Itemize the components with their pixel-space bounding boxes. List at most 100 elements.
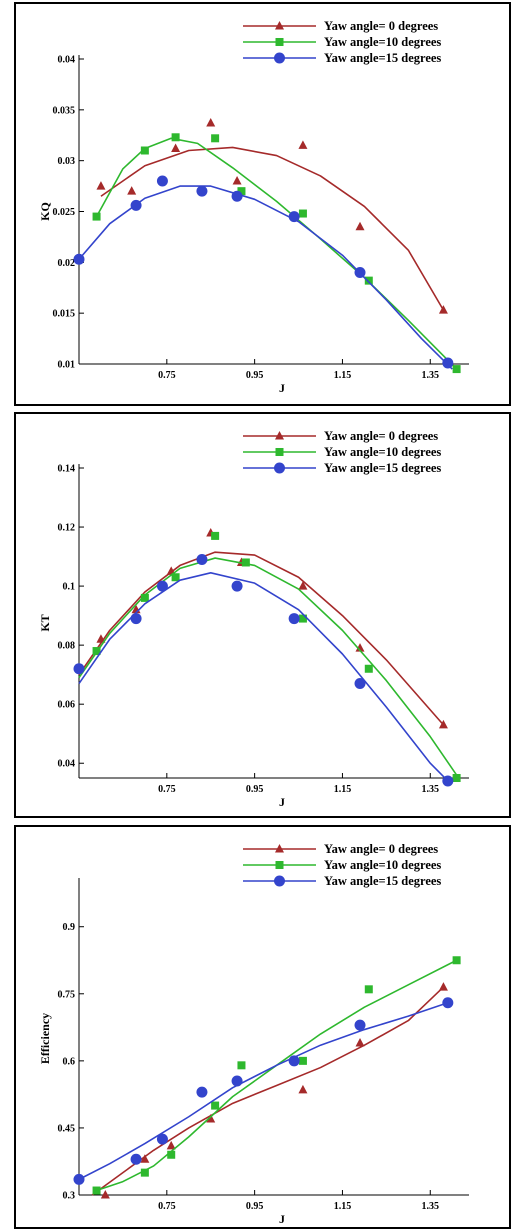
data-point-square [211,134,220,143]
data-point-square [92,1186,101,1195]
data-point-square [140,146,149,155]
data-point-square [364,276,373,285]
data-point-square [92,212,101,221]
x-tick-label: 0.95 [246,1201,264,1212]
series-curve-1 [95,137,458,370]
data-point-square [237,1061,246,1070]
y-tick-label: 0.1 [63,582,76,593]
y-tick-label: 0.45 [58,1123,76,1134]
data-point-square [452,365,461,374]
data-point-square [241,558,250,567]
x-tick-label: 0.75 [158,1201,176,1212]
legend-marker-triangle [275,844,284,853]
data-point-circle [442,997,454,1009]
data-point-square [167,1150,176,1159]
data-point-square [364,985,373,994]
series-curve-0 [100,146,445,311]
data-point-square [452,956,461,965]
series-curve-0 [78,551,445,726]
data-point-square [140,1168,149,1177]
legend-marker-circle [274,875,285,887]
data-point-circle [130,613,142,625]
legend-marker-circle [274,52,285,64]
data-point-square [298,614,307,623]
legend-marker-triangle [275,21,284,30]
data-point-circle [442,775,454,787]
x-tick-label: 1.15 [334,1201,352,1212]
data-point-triangle [298,581,308,590]
legend-marker-square [275,861,284,869]
x-tick-label: 0.75 [158,370,176,381]
data-point-circle [156,175,168,187]
data-point-circle [130,199,142,211]
data-point-triangle [171,143,181,152]
data-point-triangle [96,634,106,643]
legend-label: Yaw angle=15 degrees [324,461,441,475]
data-point-triangle [140,1154,150,1163]
series-curve-0 [91,986,444,1196]
kt-chart-panel: 0.04 0.06 0.08 0.1 0.12 0.14 0.75 0.95 1.15 1.35 J… [14,412,511,818]
data-point-triangle [438,305,448,314]
x-tick-label: 1.35 [422,1201,440,1212]
data-point-square [171,573,180,582]
data-point-circle [73,253,85,265]
data-point-circle [73,663,85,675]
data-point-triangle [298,140,308,149]
x-axis-label: J [279,381,285,395]
legend-label: Yaw angle= 0 degrees [324,19,438,33]
y-axis-label: KT [38,614,52,631]
y-tick-label: 0.035 [53,105,76,116]
data-point-square [92,647,101,656]
data-point-circle [156,580,168,592]
x-tick-label: 0.95 [246,784,264,795]
y-tick-label: 0.015 [53,309,76,320]
legend-marker-square [275,448,284,456]
data-point-square [237,187,246,196]
legend-label: Yaw angle=15 degrees [324,51,441,65]
data-point-triangle [96,181,106,190]
legend-label: Yaw angle= 0 degrees [324,429,438,443]
data-point-square [298,209,307,218]
data-point-circle [442,357,454,369]
legend-label: Yaw angle=15 degrees [324,874,441,888]
data-point-circle [130,1153,142,1165]
data-point-triangle [355,643,365,652]
data-point-square [140,593,149,602]
data-point-circle [196,185,208,197]
data-point-circle [156,1133,168,1145]
legend-label: Yaw angle=10 degrees [324,858,441,872]
data-point-circle [354,1019,366,1031]
series-curve-1 [78,557,458,776]
y-axis-label: Efficiency [38,1013,52,1064]
legend-label: Yaw angle= 0 degrees [324,842,438,856]
kt-chart: 0.04 0.06 0.08 0.1 0.12 0.14 0.75 0.95 1.15 1.35 J… [38,429,469,809]
legend-marker-triangle [275,431,284,440]
y-tick-label: 0.03 [58,156,76,167]
series-curve-1 [96,959,457,1192]
legend-label: Yaw angle=10 degrees [324,445,441,459]
efficiency-chart: 0.3 0.45 0.6 0.75 0.9 0.75 0.95 1.15 1.35 J Effici… [38,842,469,1226]
data-point-circle [231,580,243,592]
x-tick-label: 0.95 [246,370,264,381]
kq-chart: 0.01 0.015 0.02 0.025 0.03 0.035 0.04 0.75 0.95 1… [38,19,469,395]
x-tick-label: 1.35 [422,370,440,381]
data-point-triangle [232,176,242,185]
x-axis-label: J [279,795,285,809]
x-axis-label: J [279,1212,285,1226]
y-tick-label: 0.75 [58,989,76,1000]
x-tick-label: 1.15 [334,370,352,381]
data-point-triangle [355,1037,365,1047]
series-curve-2 [78,185,453,370]
data-point-square [364,664,373,673]
data-point-triangle [298,1084,308,1094]
data-point-circle [196,1086,208,1098]
y-tick-label: 0.6 [63,1056,76,1067]
data-point-triangle [438,719,448,729]
data-point-square [298,1056,307,1065]
data-point-square [171,133,180,142]
data-point-square [211,531,220,540]
y-axis-label: KQ [38,202,52,221]
efficiency-chart-panel: 0.3 0.45 0.6 0.75 0.9 0.75 0.95 1.15 1.35 J Effici… [14,825,511,1229]
data-point-circle [231,1075,243,1087]
data-point-circle [288,1055,300,1067]
